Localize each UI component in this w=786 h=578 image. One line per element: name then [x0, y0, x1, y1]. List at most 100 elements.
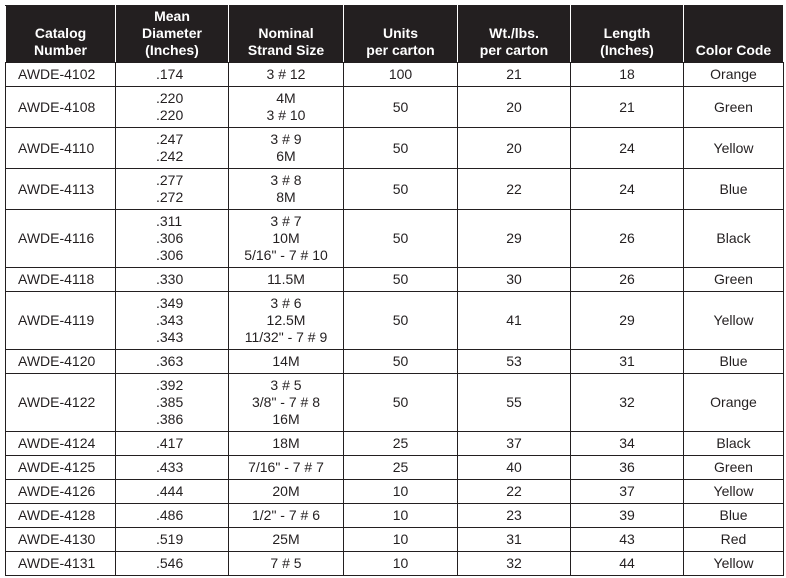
table-cell: 25	[343, 455, 458, 480]
table-cell: .247.242	[115, 127, 229, 169]
table-cell: 7/16" - 7 # 7	[228, 455, 344, 480]
table-cell: 50	[343, 349, 458, 374]
table-cell: AWDE-4113	[5, 168, 116, 210]
table-cell: 43	[570, 527, 684, 552]
table-cell: .349.343.343	[115, 291, 229, 350]
header-row: Catalog Number Mean Diameter (Inches) Nominal…	[5, 5, 784, 63]
table-row: AWDE-4113.277.272 3 # 8 8M 50 22 24 Blue	[5, 168, 784, 210]
table-cell: AWDE-4102	[5, 62, 116, 87]
cell-line: 25M	[272, 531, 300, 547]
table-cell: 3 # 9 6M	[228, 127, 344, 169]
cell-line: 14M	[272, 353, 300, 369]
cell-line: .311	[156, 213, 183, 229]
table-cell: .433	[115, 455, 229, 480]
cell-line: 12.5M	[266, 312, 306, 328]
table-cell: 100	[343, 62, 458, 87]
table-row: AWDE-4110.247.242 3 # 9 6M 50 20 24 Yellow	[5, 127, 784, 169]
table-cell: 30	[457, 267, 571, 292]
cell-line: 8M	[276, 189, 296, 205]
cell-line: .306	[156, 247, 184, 263]
table-cell: 25	[343, 431, 458, 456]
header-cell: Nominal Strand Size	[228, 5, 344, 63]
cell-line: 3 # 6	[270, 295, 302, 311]
table-cell: .363	[115, 349, 229, 374]
table-cell: .486	[115, 503, 229, 528]
table-cell: 31	[570, 349, 684, 374]
table-cell: .417	[115, 431, 229, 456]
cell-line: .272	[156, 189, 184, 205]
table-cell: .174	[115, 62, 229, 87]
cell-line: .220	[156, 107, 184, 123]
header-line: Units	[383, 25, 418, 41]
cell-line: .519	[156, 531, 184, 547]
table-cell: 55	[457, 373, 571, 432]
cell-line: 3 # 9	[270, 131, 302, 147]
cell-line: .363	[156, 353, 184, 369]
table-cell: .519	[115, 527, 229, 552]
table-cell: .311.306.306	[115, 209, 229, 268]
table-body: AWDE-4102.174 3 # 12 100 21 18 Orange AWDE-410…	[5, 62, 784, 576]
table-cell: .546	[115, 551, 229, 576]
header-line: Length	[603, 25, 651, 41]
cell-line: 11.5M	[267, 271, 305, 287]
table-cell: AWDE-4122	[5, 373, 116, 432]
table-cell: Yellow	[683, 127, 784, 169]
table-cell: Red	[683, 527, 784, 552]
table-cell: Black	[683, 431, 784, 456]
header-line: per carton	[479, 42, 549, 58]
cell-line: 5/16" - 7 # 10	[244, 247, 328, 263]
table-cell: 21	[570, 86, 684, 128]
table-cell: AWDE-4110	[5, 127, 116, 169]
header-line: per carton	[366, 42, 435, 58]
table-cell: .220.220	[115, 86, 229, 128]
header-cell: Length (Inches)	[570, 5, 684, 63]
table-row: AWDE-4122.392.385.386 3 # 5 3/8" - 7 # 8 16…	[5, 373, 784, 432]
table-cell: .330	[115, 267, 229, 292]
table-cell: AWDE-4131	[5, 551, 116, 576]
cell-line: .343	[156, 312, 184, 328]
table-cell: 10	[343, 551, 458, 576]
table-cell: Blue	[683, 349, 784, 374]
table-cell: .277.272	[115, 168, 229, 210]
cell-line: .417	[156, 435, 184, 451]
header-cell: Mean Diameter (Inches)	[115, 5, 229, 63]
table-cell: 50	[343, 86, 458, 128]
cell-line: 7/16" - 7 # 7	[248, 459, 324, 475]
table-cell: AWDE-4119	[5, 291, 116, 350]
table-cell: 53	[457, 349, 571, 374]
cell-line: .330	[156, 271, 184, 287]
table-cell: AWDE-4125	[5, 455, 116, 480]
cell-line: 6M	[276, 148, 296, 164]
table-cell: AWDE-4126	[5, 479, 116, 504]
table-row: AWDE-4131 .546 7 # 5 10 32 44 Yellow	[5, 551, 784, 576]
table-row: AWDE-4119.349.343.343 3 # 6 12.5M 11/32" - …	[5, 291, 784, 350]
header-cell: Color Code	[683, 5, 784, 63]
header-line: (Inches)	[145, 42, 199, 58]
cell-line: .546	[156, 555, 184, 571]
table-cell: Yellow	[683, 291, 784, 350]
table-cell: Blue	[683, 503, 784, 528]
table-cell: 50	[343, 373, 458, 432]
table-cell: 41	[457, 291, 571, 350]
cell-line: .306	[156, 230, 184, 246]
cell-line: .392	[156, 377, 184, 393]
cell-line: .174	[156, 66, 184, 82]
table-cell: 10	[343, 527, 458, 552]
header-cell: Wt./lbs. per carton	[457, 5, 571, 63]
table-row: AWDE-4102 .174 3 # 12 100 21 18 Orange	[5, 62, 784, 87]
table-cell: 3 # 6 12.5M 11/32" - 7 # 9	[228, 291, 344, 350]
table-cell: 26	[570, 267, 684, 292]
table-row: AWDE-4118 .330 11.5M 50 30 26 Green	[5, 267, 784, 292]
table-cell: 31	[457, 527, 571, 552]
table-row: AWDE-4128 .486 1/2" - 7 # 6 10 23 39 Blue	[5, 503, 784, 528]
table-cell: 50	[343, 127, 458, 169]
table-cell: 22	[457, 168, 571, 210]
table-cell: 50	[343, 168, 458, 210]
cell-line: 18M	[272, 435, 300, 451]
cell-line: 1/2" - 7 # 6	[251, 507, 320, 523]
table-cell: 34	[570, 431, 684, 456]
cell-line: .444	[156, 483, 184, 499]
table-cell: 20M	[228, 479, 344, 504]
header-cell: Units per carton	[343, 5, 458, 63]
table-cell: Green	[683, 86, 784, 128]
